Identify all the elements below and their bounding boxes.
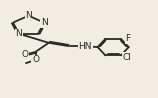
Text: O: O <box>32 55 39 64</box>
Text: N: N <box>41 18 47 27</box>
Text: N: N <box>25 11 32 20</box>
Text: Cl: Cl <box>122 53 131 62</box>
Text: N: N <box>16 29 22 38</box>
Text: O: O <box>22 50 29 59</box>
Text: F: F <box>125 34 130 43</box>
Text: HN: HN <box>79 42 92 51</box>
